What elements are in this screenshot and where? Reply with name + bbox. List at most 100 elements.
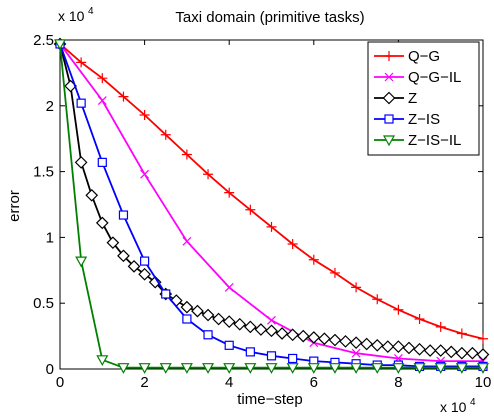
data-point-q-g [76,57,87,68]
data-point-z-is-il [244,363,257,374]
y-multiplier-base: x 10 [58,8,85,24]
data-point-z-is-il [265,363,278,374]
y-axis-label: error [6,190,23,222]
y-multiplier: x 10 4 [58,6,94,24]
data-point-q-g-il [267,315,276,325]
data-point-z [349,336,363,350]
data-point-z-is-il [138,363,151,374]
data-point-q-g [287,238,298,249]
data-point-z [296,329,310,343]
x-tick-label: 10 [475,374,492,391]
data-point-q-g-il [351,348,361,358]
data-point-z [466,346,479,360]
x-multiplier: x 10 4 [440,397,476,415]
data-point-z-is [203,330,213,340]
data-point-q-g [456,328,467,339]
data-point-z-is-il [455,363,468,374]
data-point-z [413,342,426,356]
data-point-z-is [161,289,171,299]
data-point-q-g [118,91,129,102]
x-tick-label: 6 [310,374,318,391]
data-point-z-is [118,210,129,220]
data-point-z [148,275,162,289]
data-point-q-g [224,187,235,198]
data-point-z-is-il [117,363,130,374]
data-point-z [455,346,469,360]
data-point-z-is-il [53,39,67,51]
legend-label-z-is: Z−IS [408,111,440,128]
data-point-z-is [182,314,192,324]
chart-title: Taxi domain (primitive tasks) [175,9,364,26]
data-point-z-is-il [328,363,341,374]
data-point-z-is [245,347,255,357]
legend-marker-q-g [384,51,394,61]
data-point-z-is-il [223,363,236,374]
data-point-z [402,341,416,355]
data-point-q-g [203,169,214,180]
data-point-z-is [140,256,150,266]
data-point-z [423,344,437,357]
data-point-q-g [372,294,383,305]
data-point-q-g [245,204,256,215]
data-point-z [307,331,321,344]
data-point-q-g [97,73,108,84]
data-point-z-is-il [202,363,215,374]
data-point-z [328,333,342,347]
legend-marker-z-is-il [382,135,396,147]
data-point-q-g-il [224,282,234,292]
data-point-q-g [478,333,488,344]
data-point-z [286,328,299,342]
data-point-z-is-il [371,363,384,374]
data-point-z-is-il [286,363,299,374]
data-point-q-g [414,313,425,324]
data-point-z-is-il [159,363,172,374]
legend-label-z: Z [408,90,417,107]
data-point-q-g [139,110,150,121]
data-point-z [212,312,225,326]
data-point-z [275,327,289,340]
data-point-z-is-il [413,363,426,374]
data-point-z [191,304,204,318]
data-point-z-is-il [350,363,363,374]
data-point-z [476,348,490,361]
data-point-z [318,332,331,346]
data-point-z [254,323,268,336]
x-tick-label: 4 [225,374,233,391]
data-point-z [370,338,384,352]
legend-marker-q-g-il [384,72,394,82]
legend-marker-z [382,91,396,105]
legend-label-q-g-il: Q−G−IL [408,69,461,86]
y-tick-label: 1 [46,229,54,246]
data-point-z [74,156,88,169]
data-point-z-is [266,351,277,361]
data-point-q-g [181,149,192,160]
y-tick-label: 2.5 [33,32,54,49]
x-multiplier-base: x 10 [440,399,467,415]
data-point-q-g [308,254,319,265]
legend: Q−G Q−G−IL Z Z−IS Z−IS−IL [367,41,480,156]
data-point-q-g-il [140,169,150,179]
data-point-z [127,260,141,273]
data-point-z [117,249,130,263]
data-point-z [95,216,109,230]
data-point-z-is-il [434,363,447,374]
y-multiplier-exp: 4 [88,6,94,17]
x-tick-label: 2 [140,374,148,391]
data-point-z [392,340,405,353]
data-point-z [201,308,215,322]
data-point-z-is-il [392,363,405,374]
data-point-z [222,315,236,328]
data-point-z [381,340,395,353]
data-point-z [244,320,257,334]
data-point-z [233,317,247,331]
legend-label-q-g: Q−G [408,48,440,65]
x-tick-label: 8 [394,374,402,391]
y-tick-label: 1.5 [33,164,54,181]
data-point-z-is-il [96,355,109,367]
data-point-z-is [76,98,86,108]
data-point-z-is [224,340,234,350]
y-tick-label: 2 [46,98,54,115]
data-point-z-is [97,157,107,167]
